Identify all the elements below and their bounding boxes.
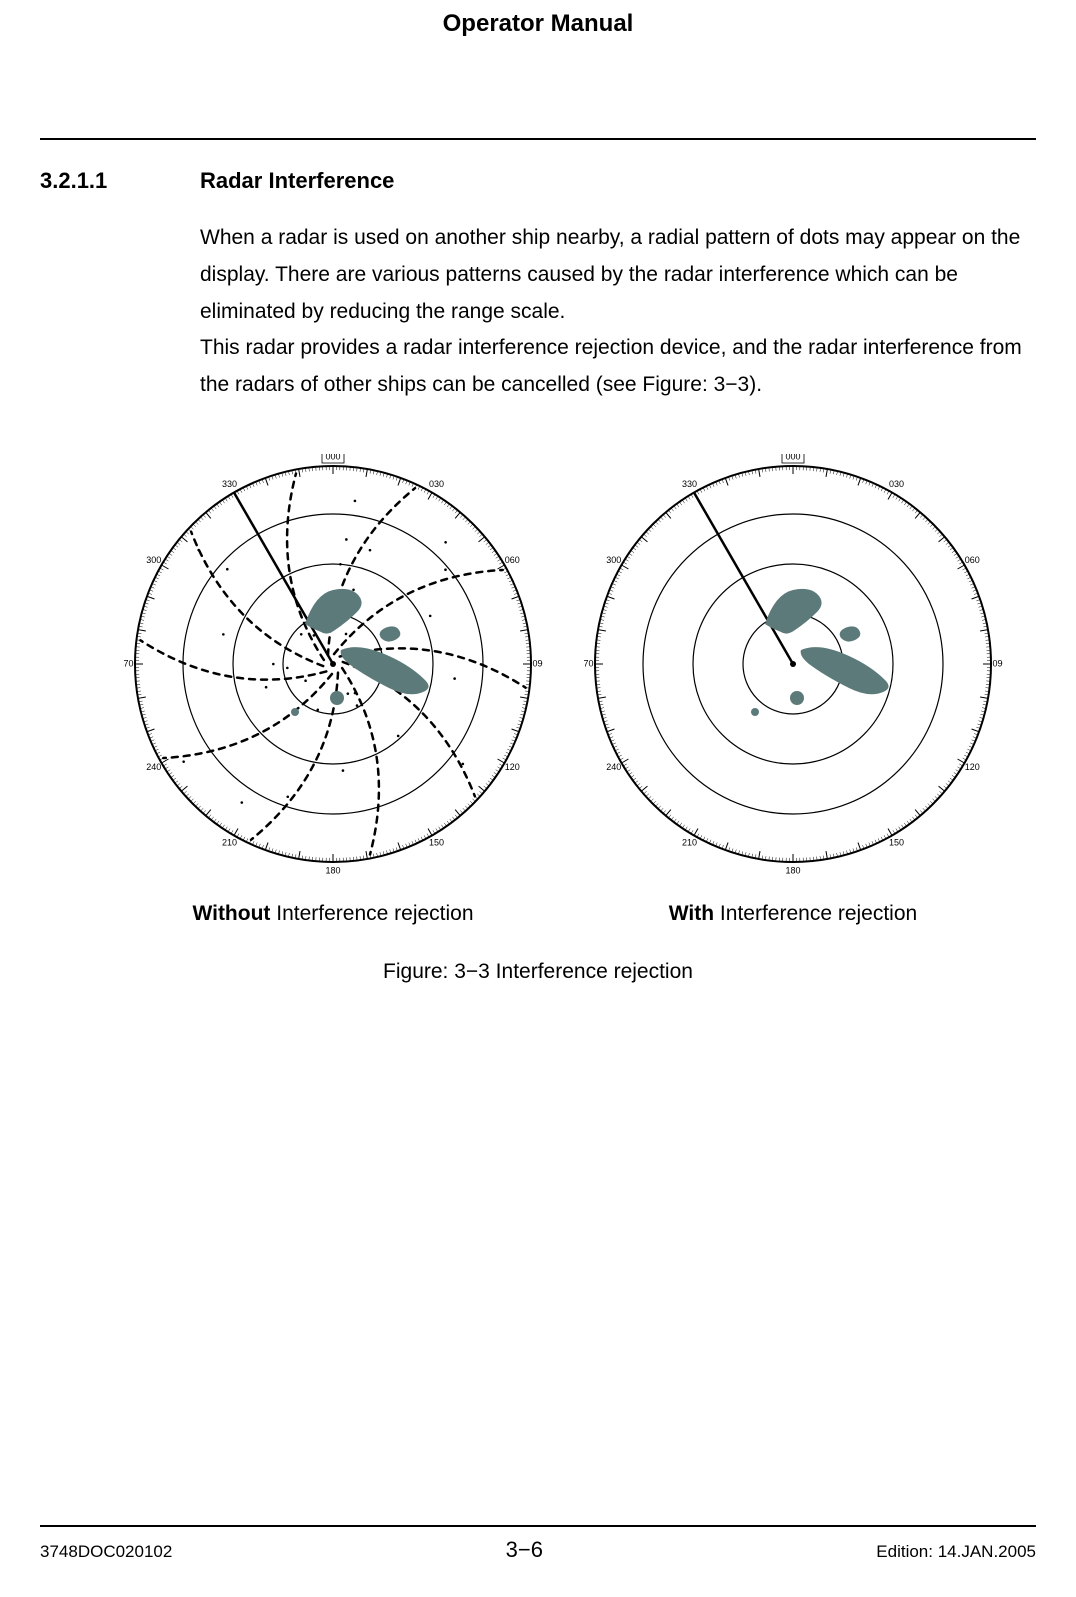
svg-text:240: 240 — [606, 762, 621, 772]
svg-text:300: 300 — [606, 555, 621, 565]
svg-text:150: 150 — [429, 837, 444, 847]
svg-text:330: 330 — [682, 479, 697, 489]
svg-text:000: 000 — [325, 454, 340, 461]
section-title: Radar Interference — [200, 168, 394, 194]
svg-text:120: 120 — [965, 762, 980, 772]
svg-text:060: 060 — [965, 555, 980, 565]
svg-text:030: 030 — [429, 479, 444, 489]
svg-text:030: 030 — [889, 479, 904, 489]
header-rule — [40, 138, 1036, 140]
svg-text:240: 240 — [146, 762, 161, 772]
caption-right-bold: With — [669, 902, 714, 925]
caption-right-rest: Interference rejection — [714, 902, 917, 925]
caption-left-bold: Without — [192, 902, 270, 925]
radar-plot-left: 000030060090120150180210240270300330000 — [123, 454, 543, 874]
footer-rule — [40, 1525, 1036, 1527]
radar-plot-right: 000030060090120150180210240270300330000 — [583, 454, 1003, 874]
body-paragraph: When a radar is used on another ship nea… — [200, 220, 1036, 404]
svg-text:060: 060 — [505, 555, 520, 565]
svg-text:300: 300 — [146, 555, 161, 565]
radar-without-rejection: 000030060090120150180210240270300330000 … — [123, 454, 543, 926]
footer-doc-id: 3748DOC020102 — [40, 1542, 172, 1562]
svg-text:120: 120 — [505, 762, 520, 772]
svg-text:330: 330 — [222, 479, 237, 489]
svg-text:210: 210 — [682, 837, 697, 847]
svg-text:180: 180 — [785, 865, 800, 874]
caption-right: With Interference rejection — [669, 902, 917, 926]
svg-text:210: 210 — [222, 837, 237, 847]
svg-text:270: 270 — [123, 658, 134, 668]
figure-label: Figure: 3−3 Interference rejection — [40, 960, 1036, 984]
document-title: Operator Manual — [40, 10, 1036, 38]
radar-with-rejection: 000030060090120150180210240270300330000 … — [583, 454, 1003, 926]
svg-text:270: 270 — [583, 658, 594, 668]
caption-left-rest: Interference rejection — [270, 902, 473, 925]
svg-text:180: 180 — [325, 865, 340, 874]
section-number: 3.2.1.1 — [40, 168, 200, 194]
footer-edition: Edition: 14.JAN.2005 — [876, 1542, 1036, 1562]
svg-text:150: 150 — [889, 837, 904, 847]
page-footer: 3748DOC020102 3−6 Edition: 14.JAN.2005 — [40, 1525, 1036, 1563]
section-header: 3.2.1.1 Radar Interference — [40, 168, 1036, 194]
caption-left: Without Interference rejection — [192, 902, 473, 926]
svg-text:090: 090 — [992, 658, 1003, 668]
svg-text:090: 090 — [532, 658, 543, 668]
footer-page-number: 3−6 — [506, 1537, 543, 1563]
svg-text:000: 000 — [785, 454, 800, 461]
figure-row: 000030060090120150180210240270300330000 … — [90, 454, 1036, 926]
